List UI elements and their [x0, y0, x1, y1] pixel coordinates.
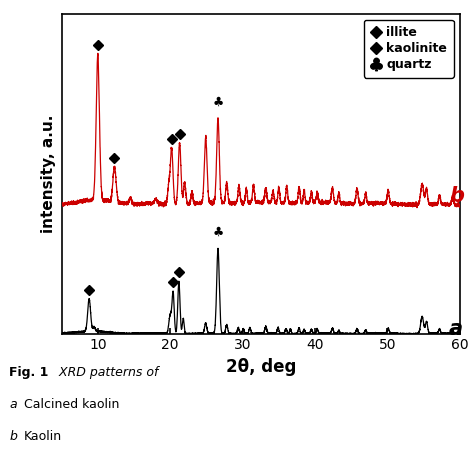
Text: b: b: [449, 186, 464, 207]
Text: ♣: ♣: [212, 96, 224, 109]
Text: a: a: [9, 398, 17, 410]
Legend: illite, kaolinite, quartz: illite, kaolinite, quartz: [364, 20, 454, 78]
Text: b: b: [9, 430, 18, 442]
X-axis label: 2θ, deg: 2θ, deg: [226, 358, 296, 376]
Text: Calcined kaolin: Calcined kaolin: [24, 398, 119, 410]
Text: Fig. 1: Fig. 1: [9, 366, 49, 378]
Y-axis label: intensity, a.u.: intensity, a.u.: [41, 114, 56, 233]
Text: XRD patterns of: XRD patterns of: [55, 366, 158, 378]
Text: ♣: ♣: [212, 226, 224, 239]
Text: Kaolin: Kaolin: [24, 430, 62, 442]
Text: a: a: [449, 319, 463, 339]
